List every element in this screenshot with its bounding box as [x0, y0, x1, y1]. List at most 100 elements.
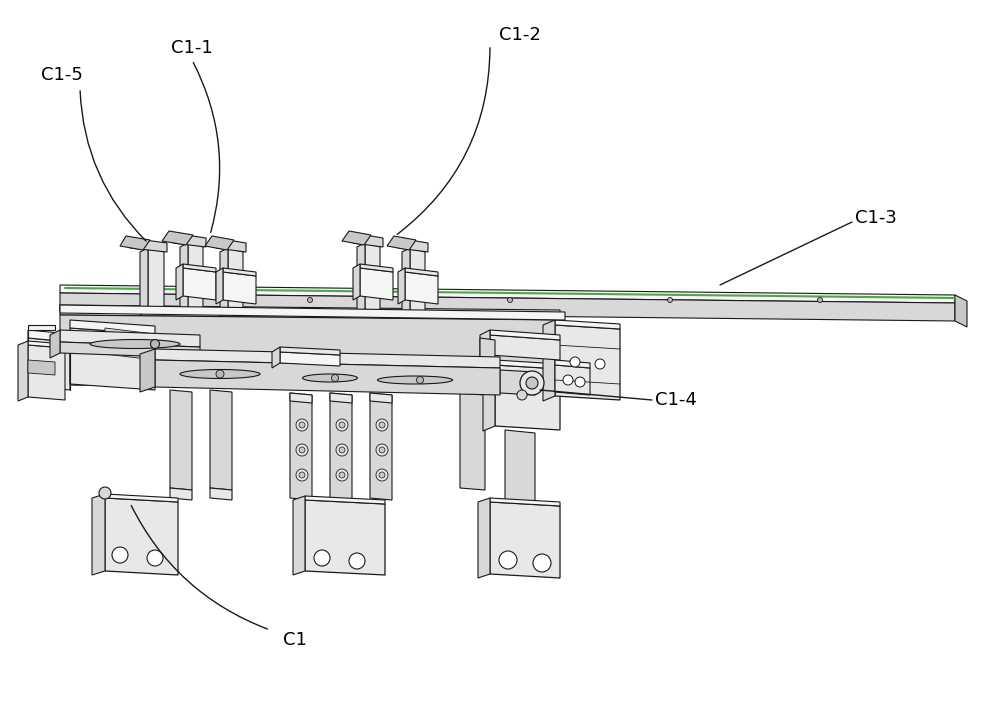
Polygon shape — [305, 500, 385, 575]
Circle shape — [520, 371, 544, 395]
Polygon shape — [120, 236, 150, 250]
Polygon shape — [280, 352, 340, 366]
Polygon shape — [480, 330, 490, 360]
Circle shape — [336, 419, 348, 431]
Circle shape — [416, 377, 424, 384]
Polygon shape — [155, 349, 500, 368]
Circle shape — [296, 419, 308, 431]
Polygon shape — [365, 243, 380, 313]
Polygon shape — [183, 264, 216, 272]
Ellipse shape — [378, 376, 452, 384]
Polygon shape — [490, 330, 560, 340]
Polygon shape — [170, 390, 192, 490]
Polygon shape — [140, 248, 148, 315]
Circle shape — [314, 550, 330, 566]
Circle shape — [299, 422, 305, 428]
Ellipse shape — [90, 339, 180, 348]
Polygon shape — [290, 393, 312, 500]
Polygon shape — [305, 496, 385, 504]
Polygon shape — [210, 390, 232, 490]
Text: C1-5: C1-5 — [41, 66, 83, 84]
Circle shape — [308, 298, 312, 303]
Polygon shape — [228, 248, 243, 316]
Ellipse shape — [302, 374, 358, 382]
Circle shape — [379, 447, 385, 453]
Polygon shape — [140, 349, 155, 392]
Polygon shape — [210, 488, 232, 500]
Polygon shape — [60, 315, 560, 390]
Circle shape — [296, 469, 308, 481]
Circle shape — [299, 472, 305, 478]
Polygon shape — [50, 330, 60, 358]
Polygon shape — [405, 272, 438, 304]
Circle shape — [99, 487, 111, 499]
Polygon shape — [28, 341, 65, 348]
Circle shape — [595, 359, 605, 369]
Circle shape — [508, 298, 512, 303]
Circle shape — [150, 339, 160, 348]
Polygon shape — [353, 233, 383, 247]
Circle shape — [216, 370, 224, 378]
Polygon shape — [155, 360, 500, 395]
Circle shape — [349, 553, 365, 569]
Polygon shape — [183, 268, 216, 300]
Circle shape — [533, 554, 551, 572]
Polygon shape — [60, 342, 200, 358]
Circle shape — [499, 551, 517, 569]
Circle shape — [147, 550, 163, 566]
Text: C1: C1 — [283, 631, 307, 649]
Polygon shape — [342, 231, 371, 245]
Text: C1-2: C1-2 — [499, 26, 541, 44]
Polygon shape — [490, 502, 560, 578]
Polygon shape — [28, 360, 55, 375]
Polygon shape — [490, 498, 560, 506]
Polygon shape — [28, 330, 70, 342]
Circle shape — [296, 444, 308, 456]
Polygon shape — [92, 494, 105, 575]
Polygon shape — [360, 264, 393, 272]
Polygon shape — [176, 264, 183, 300]
Polygon shape — [105, 498, 178, 575]
Polygon shape — [387, 236, 416, 250]
Polygon shape — [555, 320, 620, 329]
Circle shape — [563, 375, 573, 385]
Polygon shape — [180, 243, 188, 313]
Polygon shape — [223, 268, 256, 276]
Polygon shape — [460, 393, 485, 490]
Polygon shape — [216, 238, 246, 252]
Polygon shape — [483, 360, 495, 431]
Polygon shape — [505, 430, 535, 505]
Polygon shape — [70, 320, 155, 334]
Polygon shape — [216, 268, 223, 304]
Circle shape — [339, 422, 345, 428]
Circle shape — [376, 469, 388, 481]
Polygon shape — [555, 325, 620, 400]
Polygon shape — [402, 248, 410, 316]
Polygon shape — [205, 236, 234, 250]
Polygon shape — [60, 330, 200, 347]
Circle shape — [376, 419, 388, 431]
Ellipse shape — [180, 370, 260, 379]
Circle shape — [339, 447, 345, 453]
Circle shape — [112, 547, 128, 563]
Circle shape — [339, 472, 345, 478]
Polygon shape — [60, 305, 560, 320]
Polygon shape — [28, 338, 70, 390]
Polygon shape — [28, 345, 65, 400]
Polygon shape — [398, 238, 428, 252]
Polygon shape — [330, 393, 352, 403]
Polygon shape — [500, 370, 535, 395]
Polygon shape — [173, 233, 206, 247]
Circle shape — [198, 298, 202, 303]
Polygon shape — [360, 268, 393, 300]
Polygon shape — [28, 325, 55, 330]
Polygon shape — [18, 341, 28, 401]
Polygon shape — [478, 498, 490, 578]
Text: C1-1: C1-1 — [171, 39, 213, 57]
Polygon shape — [495, 360, 560, 369]
Circle shape — [379, 472, 385, 478]
Polygon shape — [353, 264, 360, 300]
Circle shape — [299, 447, 305, 453]
Polygon shape — [357, 243, 365, 313]
Circle shape — [336, 469, 348, 481]
